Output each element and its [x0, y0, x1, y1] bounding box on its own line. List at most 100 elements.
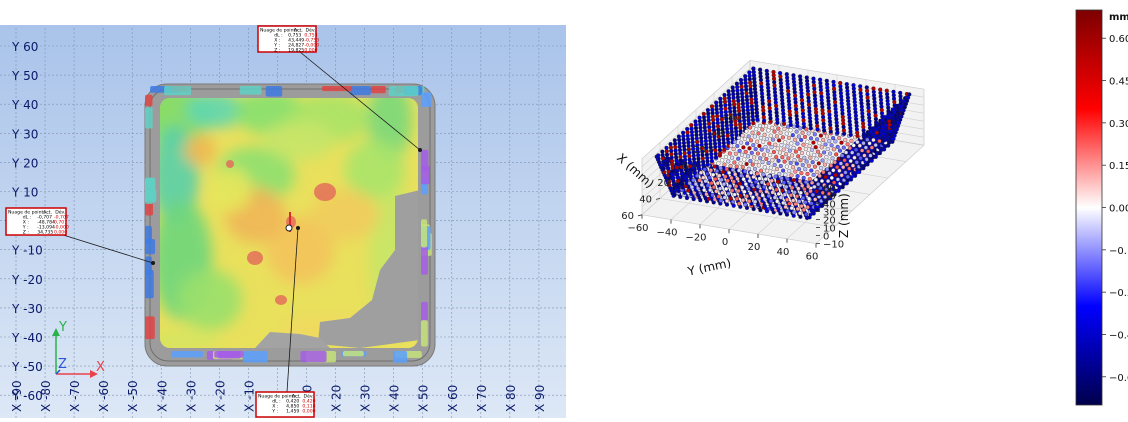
- data-point: [716, 161, 721, 166]
- data-point: [711, 117, 716, 122]
- data-point: [730, 88, 736, 93]
- data-point: [780, 135, 785, 140]
- data-point: [827, 116, 832, 121]
- data-point: [806, 95, 811, 100]
- data-point: [780, 108, 786, 113]
- data-point: [797, 199, 802, 204]
- data-point: [705, 162, 710, 167]
- rim-band: [342, 351, 364, 357]
- data-point: [775, 199, 780, 204]
- data-point: [749, 170, 754, 175]
- data-point: [886, 115, 892, 120]
- data-point: [831, 79, 836, 84]
- data-point: [762, 118, 767, 123]
- data-point: [734, 129, 739, 134]
- data-point: [788, 128, 793, 133]
- data-point: [688, 164, 693, 169]
- callout-row-act: -0,707: [37, 215, 52, 221]
- data-point: [800, 163, 805, 168]
- triad-z-line: [55, 369, 61, 375]
- callout-box: [255, 391, 315, 418]
- data-point: [865, 98, 870, 104]
- data-point: [692, 160, 697, 165]
- data-point: [807, 196, 812, 201]
- data-point: [690, 133, 695, 138]
- data-point: [809, 147, 814, 152]
- data-point: [733, 151, 738, 156]
- data-point: [787, 148, 792, 153]
- data-point: [673, 141, 678, 146]
- data-point: [732, 160, 737, 165]
- data-point: [761, 152, 767, 157]
- part-frame-edge: [149, 88, 431, 362]
- data-point: [689, 129, 694, 135]
- data-point: [701, 115, 707, 120]
- data-point: [799, 137, 804, 143]
- data-point: [831, 168, 836, 173]
- data-point: [674, 161, 679, 167]
- data-point: [673, 151, 678, 156]
- data-point: [745, 104, 750, 109]
- data-point: [698, 170, 704, 175]
- data-point: [871, 137, 876, 143]
- data-point: [808, 189, 813, 194]
- data-point: [858, 94, 864, 99]
- data-point: [746, 121, 751, 126]
- x-tick-label: 20: [657, 178, 670, 189]
- data-point: [746, 134, 751, 139]
- data-point: [764, 189, 769, 194]
- callout-row-label: dL :: [274, 33, 283, 39]
- data-point: [788, 119, 793, 124]
- data-point: [761, 108, 766, 113]
- data-point: [791, 178, 796, 183]
- data-point: [774, 187, 779, 192]
- data-point: [814, 156, 819, 161]
- data-point: [860, 114, 865, 119]
- y-axis-label: Y 20: [11, 156, 38, 170]
- data-point: [705, 171, 710, 176]
- data-point: [875, 133, 880, 139]
- data-point: [800, 104, 805, 109]
- data-point: [668, 145, 673, 150]
- data-point: [709, 152, 714, 157]
- data-point: [873, 110, 878, 115]
- data-point: [786, 135, 792, 140]
- data-point: [774, 113, 779, 119]
- grid-line-x: [659, 198, 835, 228]
- rim-band: [242, 351, 268, 363]
- data-point: [660, 149, 665, 154]
- data-point: [763, 177, 768, 182]
- deviation-map: Y 60Y 50Y 40Y 30Y 20Y 10Y 0Y -10Y -20Y -…: [0, 25, 566, 418]
- data-point: [772, 83, 777, 88]
- y-tick-label: 0: [722, 237, 728, 248]
- z-axis-title: Z (mm): [837, 193, 851, 238]
- data-point: [664, 145, 669, 150]
- data-point: [799, 98, 805, 103]
- data-point: [756, 184, 761, 189]
- data-point: [807, 143, 812, 149]
- data-point: [778, 130, 783, 135]
- data-point: [675, 175, 680, 180]
- data-point: [879, 101, 884, 106]
- data-point: [732, 139, 738, 145]
- x-axis-label: X 90: [533, 385, 547, 412]
- data-point: [799, 204, 804, 209]
- data-point: [684, 174, 689, 179]
- data-point: [685, 130, 690, 135]
- data-point: [855, 140, 860, 145]
- data-point: [821, 137, 826, 143]
- data-point: [837, 168, 842, 173]
- data-point: [803, 146, 808, 152]
- data-point: [827, 109, 832, 114]
- data-point: [792, 86, 797, 91]
- data-point: [764, 124, 769, 129]
- data-point: [669, 148, 674, 153]
- data-point: [873, 116, 878, 122]
- data-point: [773, 93, 778, 98]
- data-point: [846, 109, 851, 114]
- rim-band: [145, 94, 153, 107]
- data-point: [765, 82, 770, 87]
- z-tick-label: 50: [823, 192, 836, 203]
- data-point: [754, 192, 759, 197]
